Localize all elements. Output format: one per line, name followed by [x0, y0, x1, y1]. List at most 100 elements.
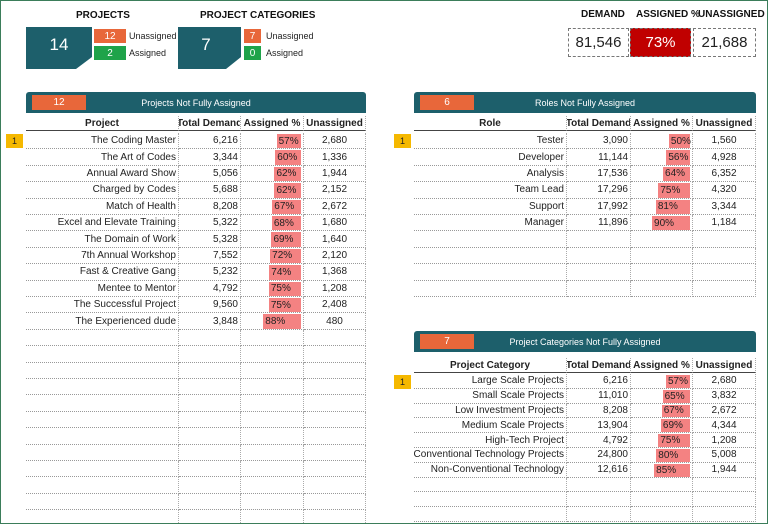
- row-value: [304, 444, 366, 461]
- row-name: Charged by Codes: [26, 182, 179, 199]
- row-value: [179, 379, 241, 396]
- row-value: [631, 264, 693, 281]
- row-value: [241, 247, 304, 265]
- projects-unassigned: 12: [94, 29, 126, 43]
- row-value: [693, 247, 756, 265]
- row-name: [26, 477, 179, 494]
- row-value: [631, 231, 693, 248]
- column-header: Project: [26, 116, 179, 131]
- row-value: 4,928: [693, 149, 756, 166]
- row-name: Support: [414, 198, 567, 215]
- assigned-bar: 75%: [268, 298, 301, 313]
- row-value: 6,352: [693, 165, 756, 183]
- kpi-value: 21,688: [693, 28, 756, 57]
- row-name: High-Tech Project: [414, 433, 567, 448]
- row-value: [241, 493, 304, 511]
- column-header: Total Demand: [567, 116, 631, 131]
- assigned-bar: 57%: [665, 375, 690, 388]
- panel-header: Project Categories Not Fully Assigned: [414, 331, 756, 352]
- row-value: 5,328: [179, 231, 241, 248]
- row-name: [26, 461, 179, 478]
- column-header: Project Category: [414, 358, 567, 373]
- row-name: The Successful Project: [26, 297, 179, 314]
- assigned-label: Assigned: [129, 48, 167, 58]
- row-marker: 1: [394, 134, 411, 148]
- row-name: [414, 264, 567, 281]
- row-value: 1,944: [304, 165, 366, 183]
- row-name: [414, 477, 567, 493]
- kpi-label: DEMAND: [581, 9, 625, 20]
- row-name: Medium Scale Projects: [414, 418, 567, 434]
- kpi-value: 81,546: [568, 28, 629, 57]
- assigned-bar: 56%: [666, 150, 690, 165]
- row-value: 9,560: [179, 297, 241, 314]
- row-value: [631, 492, 693, 508]
- row-value: [693, 507, 756, 522]
- row-value: 1,184: [693, 215, 756, 232]
- row-value: [241, 461, 304, 478]
- assigned-bar: 64%: [663, 166, 690, 182]
- kpi-label: ASSIGNED %: [636, 9, 700, 20]
- row-name: The Art of Codes: [26, 149, 179, 166]
- row-value: 5,322: [179, 215, 241, 232]
- row-value: [241, 264, 304, 281]
- column-header: Assigned %: [241, 116, 304, 131]
- row-value: [241, 510, 304, 523]
- row-name: Excel and Elevate Training: [26, 215, 179, 232]
- row-value: [241, 280, 304, 297]
- assigned-bar: 69%: [660, 419, 690, 433]
- categories-total: 7: [201, 35, 211, 54]
- row-value: 7,552: [179, 247, 241, 265]
- row-value: [304, 395, 366, 412]
- row-value: 1,680: [304, 215, 366, 232]
- row-value: 8,208: [567, 403, 631, 419]
- row-value: [631, 280, 693, 297]
- row-name: The Coding Master: [26, 133, 179, 150]
- row-value: [567, 507, 631, 522]
- row-name: Fast & Creative Gang: [26, 264, 179, 281]
- row-value: [241, 165, 304, 183]
- assigned-bar: 75%: [658, 434, 690, 447]
- row-value: 3,344: [179, 149, 241, 166]
- row-name: Mentee to Mentor: [26, 280, 179, 297]
- row-value: 6,216: [567, 374, 631, 389]
- row-value: [241, 362, 304, 379]
- assigned-bar: 90%: [652, 216, 690, 231]
- unassigned-label: Unassigned: [129, 31, 177, 41]
- row-value: [631, 182, 693, 199]
- row-value: [567, 264, 631, 281]
- row-value: 6,216: [179, 133, 241, 150]
- assigned-bar: 50%: [668, 134, 691, 149]
- row-value: [631, 149, 693, 166]
- row-name: Tester: [414, 133, 567, 150]
- row-value: [304, 510, 366, 523]
- row-value: 11,144: [567, 149, 631, 166]
- row-name: 7th Annual Workshop: [26, 247, 179, 265]
- row-value: 4,344: [693, 418, 756, 434]
- row-name: [26, 428, 179, 445]
- row-value: [631, 247, 693, 265]
- kpi-value: 73%: [630, 28, 691, 57]
- column-header: Unassigned: [304, 116, 366, 131]
- row-marker: 1: [6, 134, 23, 148]
- categories-unassigned: 7: [244, 29, 261, 43]
- row-name: [26, 329, 179, 347]
- row-name: Developer: [414, 149, 567, 166]
- row-value: [304, 362, 366, 379]
- assigned-bar: 88%: [263, 314, 301, 329]
- row-value: 3,090: [567, 133, 631, 150]
- row-name: Large Scale Projects: [414, 374, 567, 389]
- row-name: [26, 346, 179, 363]
- row-value: [179, 428, 241, 445]
- assigned-bar: 75%: [658, 183, 690, 198]
- row-value: [631, 418, 693, 434]
- panel-header: Projects Not Fully Assigned: [26, 92, 366, 113]
- row-name: [414, 507, 567, 522]
- categories-label: PROJECT CATEGORIES: [200, 10, 316, 21]
- row-value: 13,904: [567, 418, 631, 434]
- row-value: [179, 461, 241, 478]
- assigned-bar: 62%: [274, 166, 301, 182]
- row-value: 8,208: [179, 198, 241, 215]
- count-badge: 7: [420, 334, 474, 349]
- row-value: [631, 477, 693, 493]
